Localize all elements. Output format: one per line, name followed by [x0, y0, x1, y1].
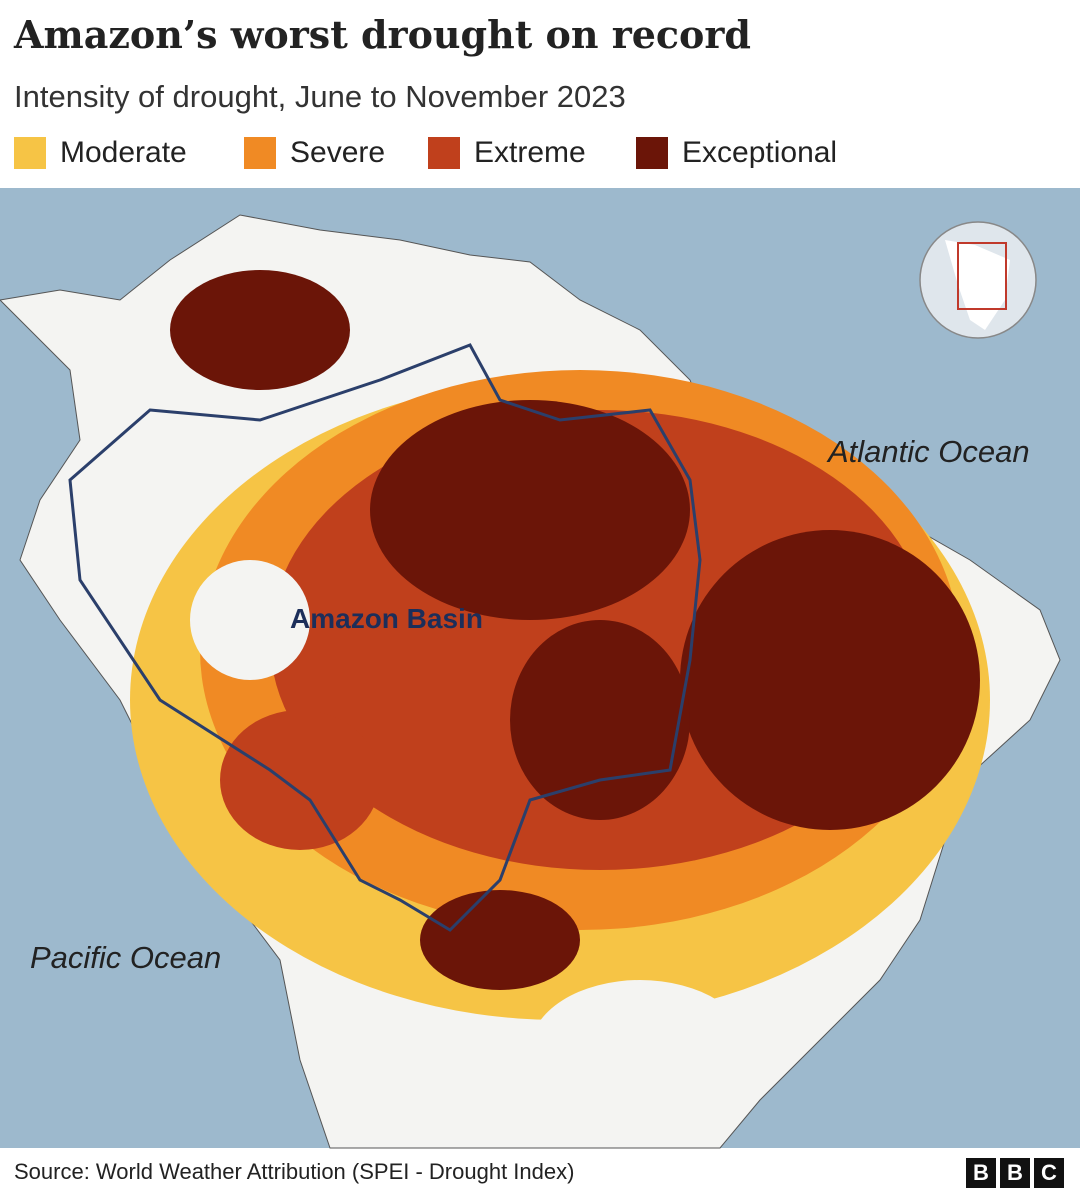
legend-swatch: [244, 137, 276, 169]
drought-area: [680, 530, 980, 830]
dry-free-area: [190, 560, 310, 680]
subtitle: Intensity of drought, June to November 2…: [14, 79, 626, 114]
source: Source: World Weather Attribution (SPEI …: [14, 1159, 574, 1184]
drought-area: [420, 890, 580, 990]
ocean-label: Atlantic Ocean: [826, 434, 1030, 469]
legend-label: Severe: [290, 136, 385, 169]
ocean-label: Pacific Ocean: [30, 940, 221, 975]
drought-areas: [130, 270, 990, 1120]
legend-label: Moderate: [60, 136, 187, 169]
logo-box: [966, 1158, 996, 1188]
legend: Moderate Severe Extreme Exceptional: [14, 136, 837, 169]
logo-letter: C: [1041, 1160, 1057, 1185]
legend-swatch: [14, 137, 46, 169]
drought-area: [510, 620, 690, 820]
amazon-basin-outline: [68, 343, 702, 932]
logo-letter: B: [1007, 1160, 1023, 1185]
drought-area: [170, 270, 350, 390]
legend-swatch: [428, 137, 460, 169]
drought-area: [220, 710, 380, 850]
legend-swatch: [636, 137, 668, 169]
legend-label: Exceptional: [682, 136, 837, 169]
basin-label: Amazon Basin: [290, 603, 483, 634]
logo-letter: B: [973, 1160, 989, 1185]
logo-box: [1034, 1158, 1064, 1188]
dry-free-area: [530, 980, 750, 1120]
title: Amazon’s worst drought on record: [13, 12, 751, 57]
legend-label: Extreme: [474, 136, 586, 169]
map: Atlantic Ocean Pacific Ocean Amazon Basi…: [0, 188, 1080, 1149]
drought-area: [370, 400, 690, 620]
locator-globe: [919, 221, 1037, 339]
logo-box: [1000, 1158, 1030, 1188]
